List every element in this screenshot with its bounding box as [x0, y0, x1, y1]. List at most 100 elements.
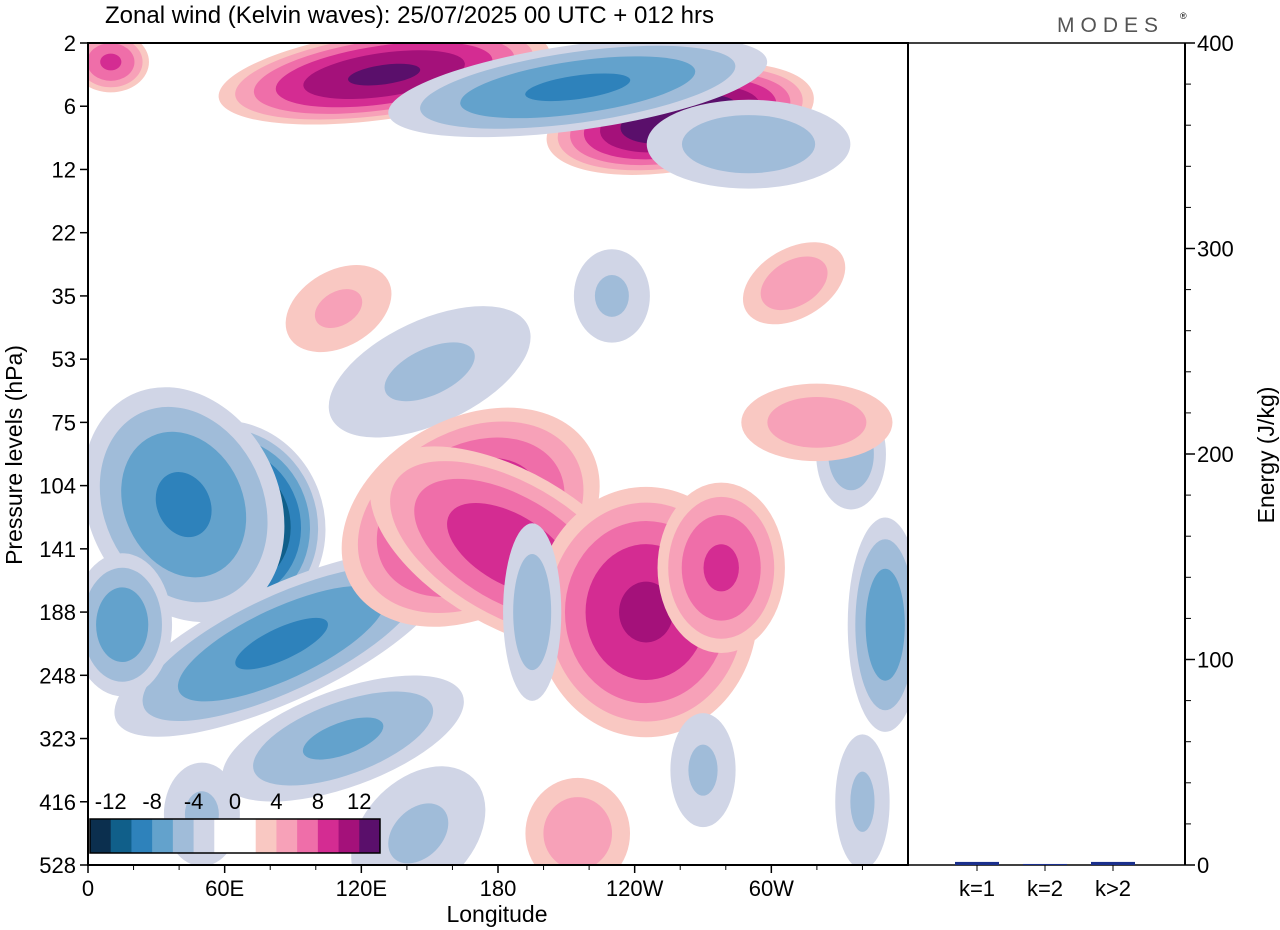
colorbar-swatch [214, 819, 236, 853]
x-tick-label: 120W [606, 876, 664, 901]
y-tick-label: 35 [52, 284, 76, 309]
anomaly-4 [88, 553, 173, 697]
contour-band [594, 275, 629, 317]
contour-band [384, 342, 475, 402]
x-tick-label: 180 [480, 876, 517, 901]
contour-band [348, 63, 421, 86]
colorbar-frame [89, 818, 381, 854]
contour-band [96, 587, 149, 663]
energy-bar [1023, 863, 1067, 865]
energy-y-axis: 0 100 200 300 400 [1185, 31, 1234, 878]
contour-band [235, 617, 328, 670]
colorbar-swatch [276, 819, 298, 853]
y-tick-label: 323 [39, 727, 76, 752]
x-tick-label: 0 [82, 876, 94, 901]
energy-x-axis: k=1 k=2 k>2 [959, 865, 1131, 901]
colorbar-swatch [131, 819, 153, 853]
colorbar-label: 12 [347, 789, 371, 814]
contour-band [850, 771, 875, 832]
anomaly-21 [285, 265, 392, 353]
y-tick-label: 53 [52, 347, 76, 372]
anomaly-1 [88, 387, 285, 622]
anomaly-24 [670, 713, 736, 828]
wind-contours [88, 43, 908, 865]
anomaly-19 [88, 43, 149, 93]
y-tick-label: 188 [39, 600, 76, 625]
anomaly-12 [847, 517, 908, 732]
colorbar-swatch [152, 819, 174, 853]
y-tick-label: 2 [64, 31, 76, 56]
energy-y-tick-label: 0 [1197, 853, 1209, 878]
y-tick-label: 528 [39, 853, 76, 878]
colorbar-label: -4 [184, 789, 204, 814]
y-tick-label: 22 [52, 221, 76, 246]
x-axis-label: Longitude [446, 901, 547, 927]
contour-band [302, 717, 384, 760]
y-tick-label: 6 [64, 94, 76, 119]
energy-x-label: k=1 [959, 876, 995, 901]
colorbar-swatch [172, 819, 195, 853]
colorbar-label: -12 [95, 789, 127, 814]
y-tick-label: 104 [39, 474, 76, 499]
contour-band [760, 256, 828, 311]
anomaly-14 [741, 383, 893, 462]
y-tick-label: 75 [52, 410, 76, 435]
y-axis: 2 6 12 22 35 53 75 104 141 188 248 323 416 528 [39, 31, 88, 878]
brand-logo: MODES [1057, 14, 1164, 37]
x-tick-label: 60E [205, 876, 244, 901]
colorbar-swatches [90, 819, 381, 853]
anomaly-17 [388, 43, 768, 138]
contour-band [767, 396, 867, 448]
contour-band [703, 544, 739, 592]
energy-bar [1091, 861, 1135, 865]
colorbar-swatch [193, 819, 215, 853]
colorbar-label: 0 [229, 789, 241, 814]
contour-band [681, 115, 816, 174]
colorbar-swatch [235, 819, 257, 853]
x-tick-label: 120E [336, 876, 387, 901]
energy-y-tick-label: 100 [1197, 648, 1234, 673]
contour-band [100, 53, 122, 71]
energy-y-tick-label: 200 [1197, 442, 1234, 467]
colorbar-label: 8 [312, 789, 324, 814]
colorbar-label: 4 [270, 789, 282, 814]
main-plot: 0 60E 120E 180 120W 60W 2 6 12 22 35 53 75 104 141 188… [1, 31, 909, 927]
contour-band [865, 568, 905, 681]
contour-band [155, 472, 212, 538]
colorbar-swatch [110, 819, 132, 853]
y-tick-label: 12 [52, 157, 76, 182]
chart-title: Zonal wind (Kelvin waves): 25/07/2025 00… [105, 2, 714, 29]
anomaly-20 [742, 242, 846, 325]
colorbar-labels: -12 -8 -4 0 4 8 12 [95, 789, 372, 814]
contour-band [525, 73, 631, 102]
contour-band [388, 803, 449, 864]
anomaly-22 [573, 249, 650, 343]
anomaly-18 [646, 99, 851, 189]
colorbar: -12 -8 -4 0 4 8 12 [89, 789, 381, 854]
colorbar-swatch [338, 819, 360, 853]
anomaly-11 [503, 523, 562, 701]
contour-band [513, 553, 552, 671]
anomaly-25 [835, 734, 890, 865]
colorbar-swatch [255, 819, 277, 853]
contour-band [619, 581, 674, 643]
contour-band [314, 289, 363, 329]
energy-x-label: k>2 [1095, 876, 1131, 901]
energy-y-tick-label: 400 [1197, 31, 1234, 56]
colorbar-label: -8 [142, 789, 162, 814]
y-axis-label: Pressure levels (hPa) [1, 345, 27, 565]
anomaly-10 [657, 482, 785, 654]
brand-registered-mark: ® [1180, 11, 1187, 21]
anomaly-23 [525, 777, 631, 865]
colorbar-swatch [90, 819, 112, 853]
y-tick-label: 248 [39, 663, 76, 688]
contour-band [688, 744, 718, 796]
y-tick-label: 141 [39, 537, 76, 562]
energy-bars [955, 861, 1135, 865]
colorbar-swatch [317, 819, 340, 853]
energy-bar [955, 861, 999, 865]
energy-y-tick-label: 300 [1197, 237, 1234, 262]
anomaly-6 [351, 766, 486, 865]
x-tick-label: 60W [749, 876, 794, 901]
